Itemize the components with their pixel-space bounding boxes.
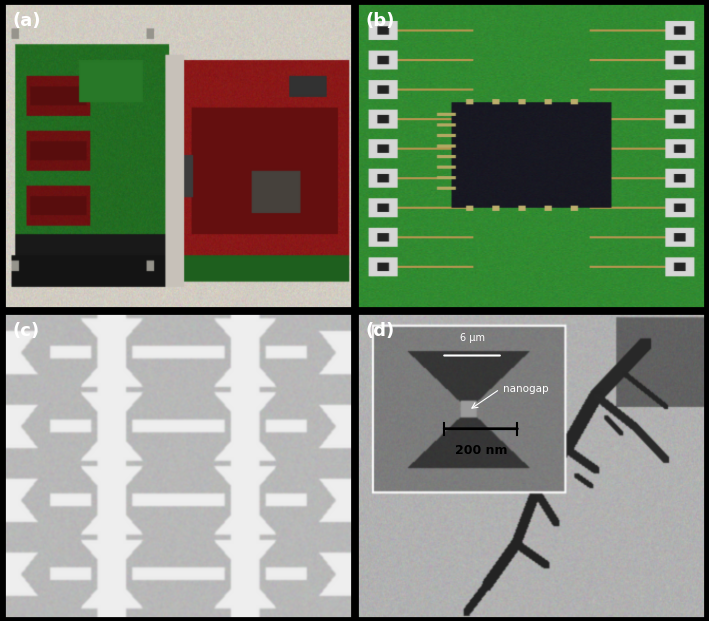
Text: (c): (c) (12, 322, 40, 340)
Text: nanogap: nanogap (503, 384, 549, 394)
Text: 6 μm: 6 μm (459, 333, 484, 343)
Text: (b): (b) (366, 12, 395, 30)
Text: (d): (d) (366, 322, 395, 340)
Text: (a): (a) (12, 12, 40, 30)
Text: 200 nm: 200 nm (454, 444, 507, 457)
